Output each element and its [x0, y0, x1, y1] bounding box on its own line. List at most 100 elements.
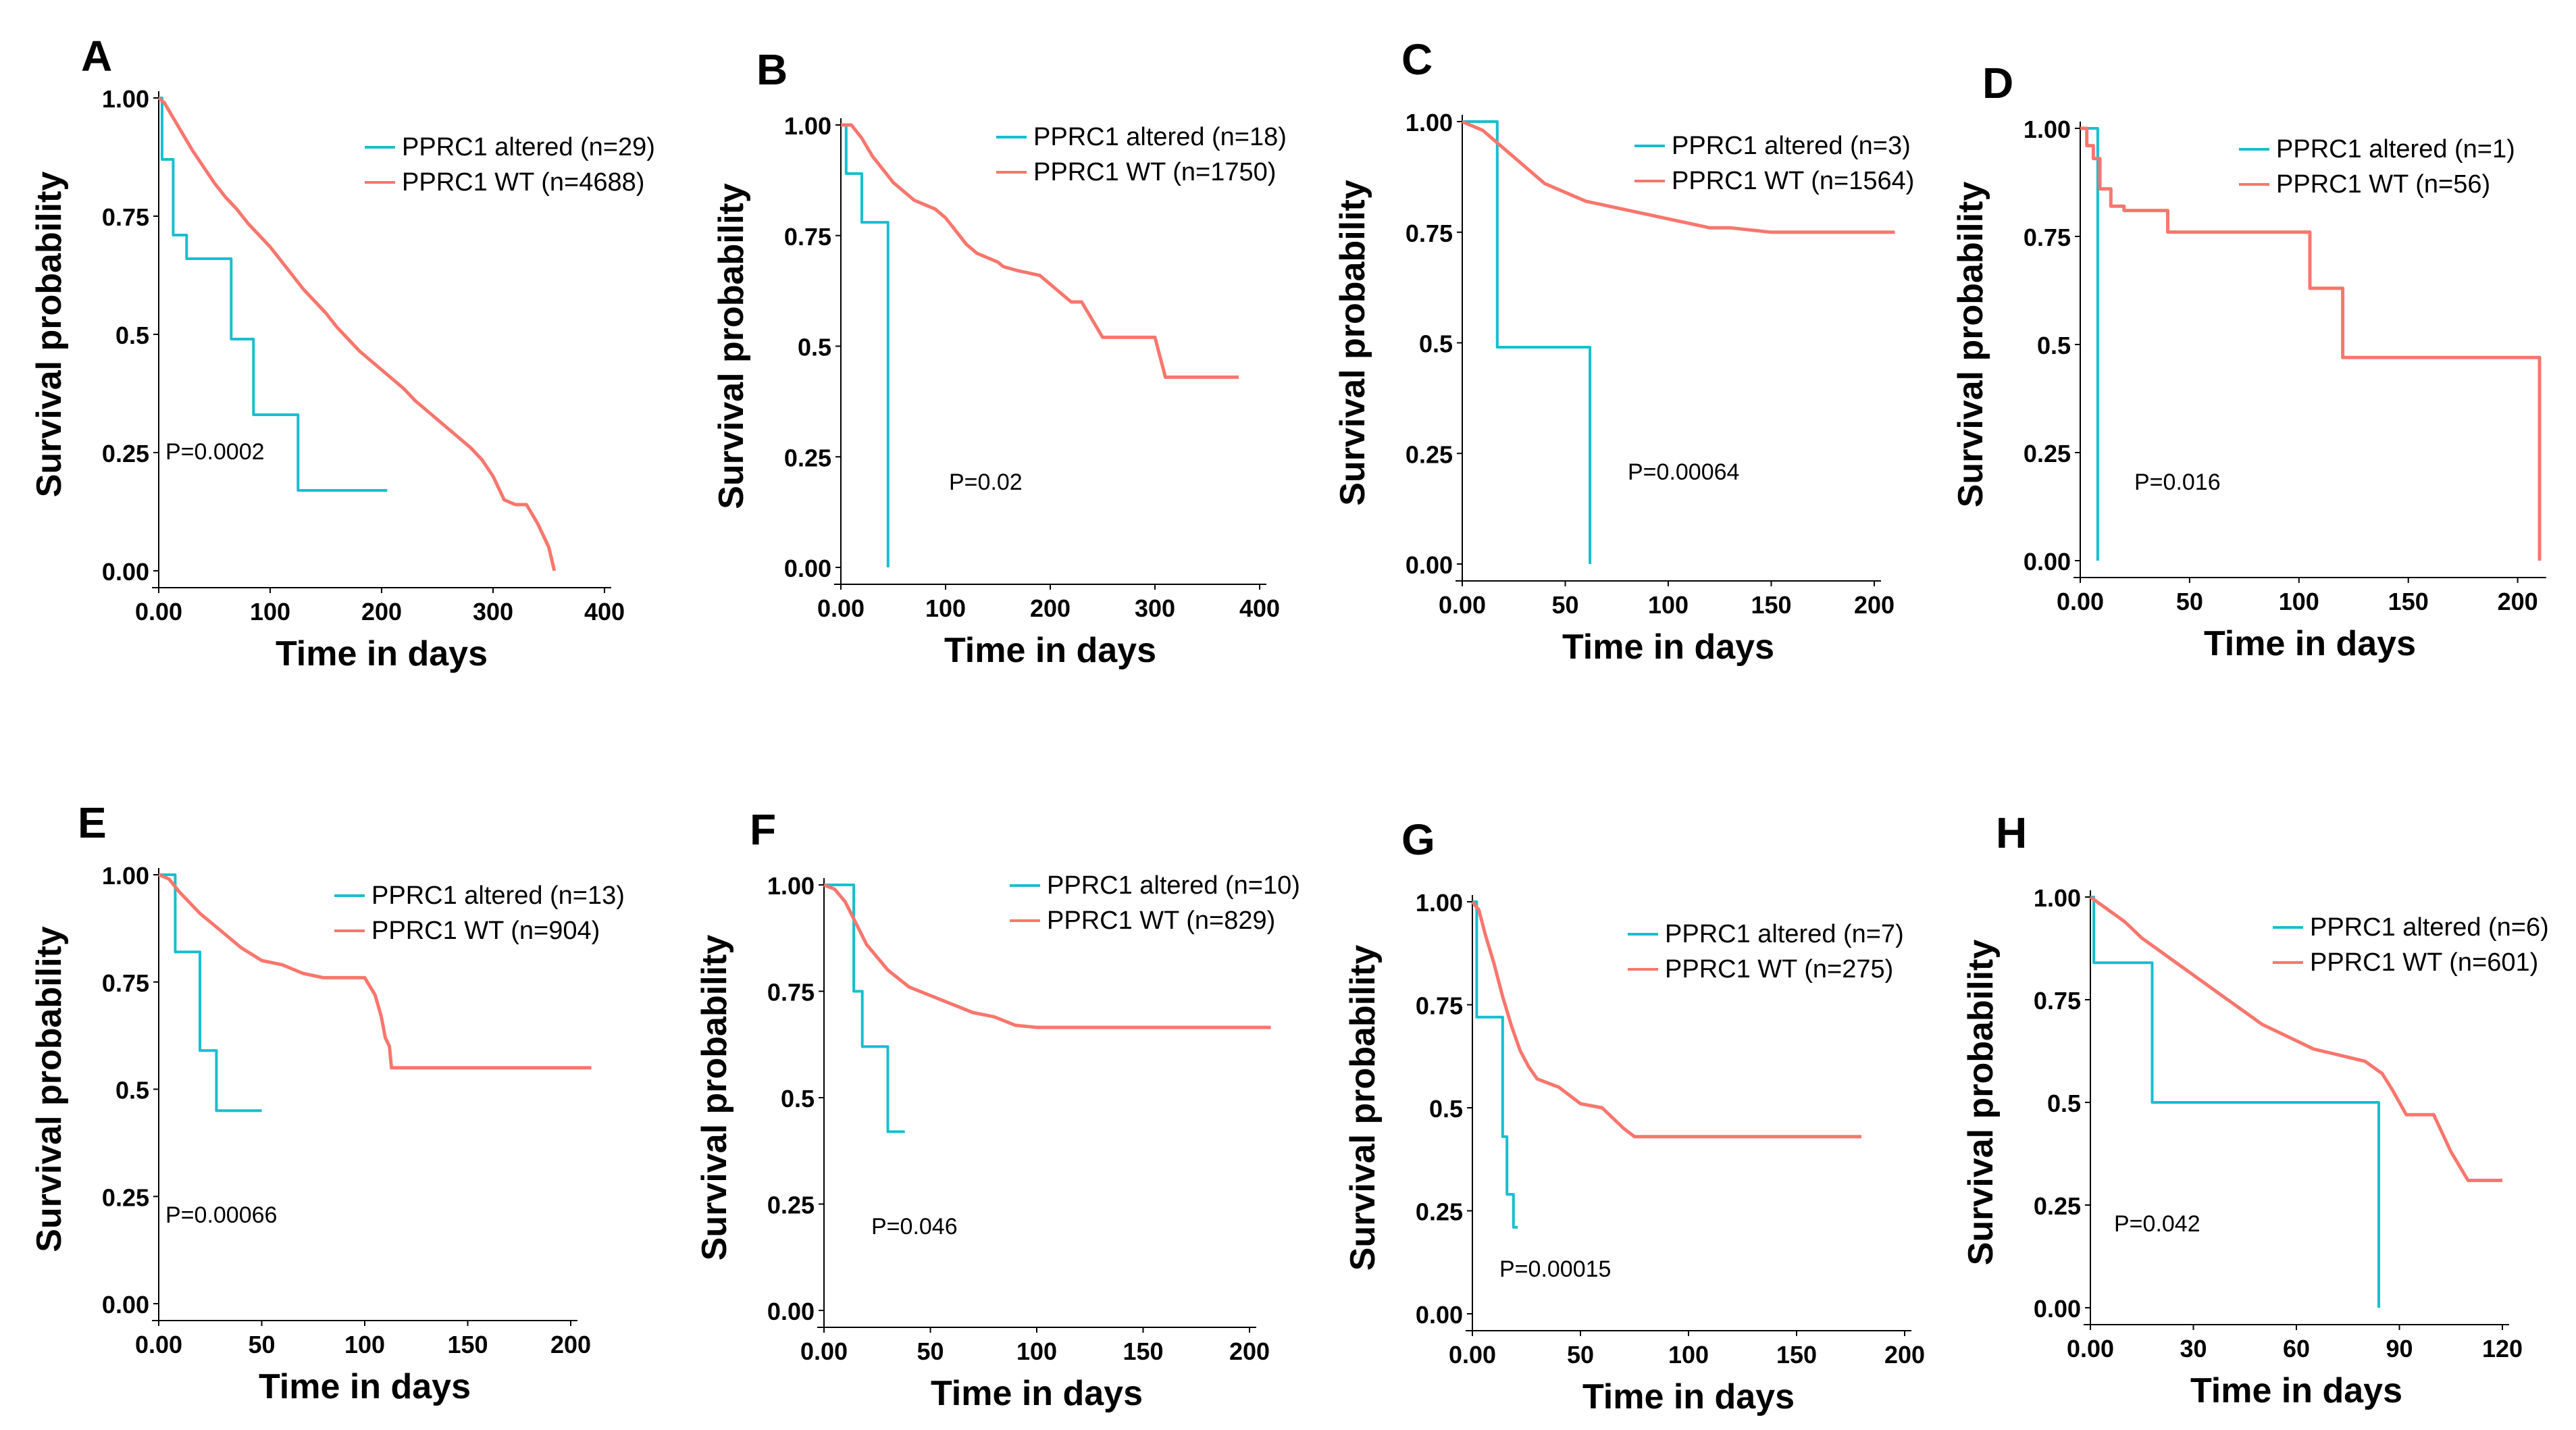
x-axis-title: Time in days — [931, 1374, 1143, 1413]
y-tick-label: 0.75 — [2034, 987, 2081, 1015]
panel-letter: B — [756, 45, 788, 94]
x-axis-title: Time in days — [1562, 628, 1774, 667]
panel-B: 0.00 0.25 0.5 0.75 1.00 0.00 100 200 300 400 Time … — [712, 45, 1287, 670]
x-tick-label: 90 — [2386, 1335, 2413, 1362]
x-tick-label: 0.00 — [817, 594, 865, 622]
x-tick-label: 100 — [250, 598, 290, 625]
y-tick-label: 1.00 — [2024, 116, 2071, 143]
panel-letter: H — [1996, 809, 2027, 857]
x-axis-title: Time in days — [944, 631, 1156, 670]
x-tick-label: 0.00 — [135, 598, 182, 625]
x-tick-label: 100 — [1668, 1341, 1709, 1369]
x-axis-title: Time in days — [276, 634, 488, 673]
series-line-wt — [2080, 126, 2542, 561]
x-axis-title: Time in days — [2204, 624, 2416, 663]
y-tick-label: 0.25 — [2024, 440, 2071, 467]
x-tick-label: 200 — [1229, 1337, 1270, 1365]
x-tick-label: 100 — [925, 594, 966, 622]
x-tick-label: 200 — [1030, 594, 1071, 622]
y-tick-label: 0.25 — [102, 1183, 149, 1211]
legend-label: PPRC1 altered (n=10) — [1047, 871, 1300, 900]
x-tick-label: 150 — [2388, 588, 2429, 615]
x-tick-label: 60 — [2283, 1335, 2310, 1362]
p-value-label: P=0.0002 — [165, 439, 265, 465]
y-axis-title: Survival probability — [1951, 182, 1990, 508]
y-axis-title: Survival probability — [30, 926, 69, 1252]
y-tick-label: 0.75 — [767, 979, 815, 1006]
y-tick-label: 0.5 — [2037, 332, 2071, 359]
y-axis-title: Survival probability — [1333, 180, 1372, 506]
x-tick-label: 150 — [447, 1331, 488, 1358]
y-tick-label: 0.00 — [102, 1291, 149, 1319]
p-value-label: P=0.042 — [2114, 1211, 2200, 1237]
x-axis-title: Time in days — [2190, 1371, 2402, 1410]
series-line-wt — [2089, 895, 2502, 1182]
panel-G: 0.00 0.25 0.5 0.75 1.00 0.00 50 100 150 200 Time i… — [1343, 815, 1925, 1416]
series-line-wt — [823, 883, 1271, 1029]
x-tick-label: 200 — [1854, 591, 1895, 619]
y-tick-label: 1.00 — [767, 872, 815, 900]
x-tick-label: 150 — [1776, 1341, 1817, 1369]
p-value-label: P=0.02 — [949, 469, 1023, 495]
p-value-label: P=0.00066 — [165, 1202, 277, 1228]
x-tick-label: 0.00 — [2057, 588, 2104, 615]
y-axis-title: Survival probability — [695, 935, 734, 1261]
y-tick-label: 0.75 — [784, 223, 831, 251]
series-line-wt — [1471, 900, 1861, 1139]
panel-A: 0.00 0.25 0.5 0.75 1.00 0.00 100 200 300 400 Time … — [30, 32, 655, 673]
panel-letter: A — [81, 32, 112, 80]
y-tick-label: 0.5 — [115, 322, 149, 349]
p-value-label: P=0.046 — [871, 1214, 958, 1240]
x-tick-label: 50 — [2176, 588, 2203, 615]
legend-label: PPRC1 WT (n=275) — [1665, 955, 1893, 984]
series-line-altered — [159, 97, 388, 492]
y-tick-label: 0.25 — [102, 440, 149, 467]
series-line-wt — [157, 97, 557, 571]
x-tick-label: 100 — [1648, 591, 1689, 619]
legend-label: PPRC1 altered (n=13) — [371, 882, 625, 910]
y-tick-label: 0.25 — [1416, 1198, 1463, 1226]
legend-label: PPRC1 altered (n=7) — [1665, 920, 1904, 948]
panel-C: 0.00 0.25 0.5 0.75 1.00 0.00 50 100 150 200 Time i… — [1333, 35, 1914, 667]
legend-label: PPRC1 WT (n=1750) — [1033, 158, 1276, 186]
panel-letter: E — [78, 798, 107, 847]
y-tick-label: 1.00 — [102, 862, 149, 890]
y-tick-label: 0.75 — [102, 969, 149, 997]
y-tick-label: 1.00 — [2034, 884, 2081, 912]
panel-letter: D — [1982, 59, 2013, 107]
series-line-wt — [841, 123, 1239, 379]
panel-D: 0.00 0.25 0.5 0.75 1.00 0.00 50 100 150 200 Time i… — [1951, 59, 2546, 663]
y-axis-title: Survival probability — [712, 183, 751, 509]
panel-E: 0.00 0.25 0.5 0.75 1.00 0.00 50 100 150 200 Time i… — [30, 798, 625, 1406]
y-tick-label: 1.00 — [102, 85, 149, 113]
y-axis-title: Survival probability — [1343, 945, 1383, 1271]
panel-H: 0.00 0.25 0.5 0.75 1.00 0.00 30 60 90 120 Time in … — [1961, 809, 2549, 1410]
legend-label: PPRC1 WT (n=904) — [371, 917, 600, 945]
series-line-altered — [824, 884, 905, 1133]
x-tick-label: 50 — [248, 1331, 275, 1358]
series-line-altered — [841, 124, 890, 567]
x-tick-label: 400 — [584, 598, 625, 625]
x-tick-label: 0.00 — [1449, 1341, 1496, 1369]
series-line-altered — [2090, 896, 2380, 1308]
x-tick-label: 150 — [1751, 591, 1791, 619]
x-axis-title: Time in days — [259, 1367, 471, 1406]
series-line-wt — [1462, 120, 1895, 234]
panel-letter: G — [1401, 815, 1435, 864]
y-tick-label: 0.75 — [2024, 224, 2071, 251]
y-tick-label: 1.00 — [784, 112, 831, 140]
y-tick-label: 0.5 — [2047, 1090, 2081, 1117]
x-tick-label: 100 — [344, 1331, 385, 1358]
y-tick-label: 0.5 — [1429, 1095, 1463, 1123]
y-tick-label: 0.75 — [1406, 220, 1453, 247]
y-tick-label: 0.75 — [1416, 992, 1463, 1020]
series-line-altered — [1462, 120, 1592, 564]
x-tick-label: 50 — [1567, 1341, 1594, 1369]
legend-label: PPRC1 WT (n=829) — [1047, 906, 1275, 935]
legend-label: PPRC1 WT (n=4688) — [402, 168, 644, 197]
x-tick-label: 0.00 — [135, 1331, 182, 1358]
y-tick-label: 0.00 — [767, 1298, 815, 1325]
y-tick-label: 0.25 — [1406, 440, 1453, 468]
y-tick-label: 0.00 — [102, 558, 149, 586]
panel-F: 0.00 0.25 0.5 0.75 1.00 0.00 50 100 150 200 Time i… — [695, 805, 1300, 1413]
